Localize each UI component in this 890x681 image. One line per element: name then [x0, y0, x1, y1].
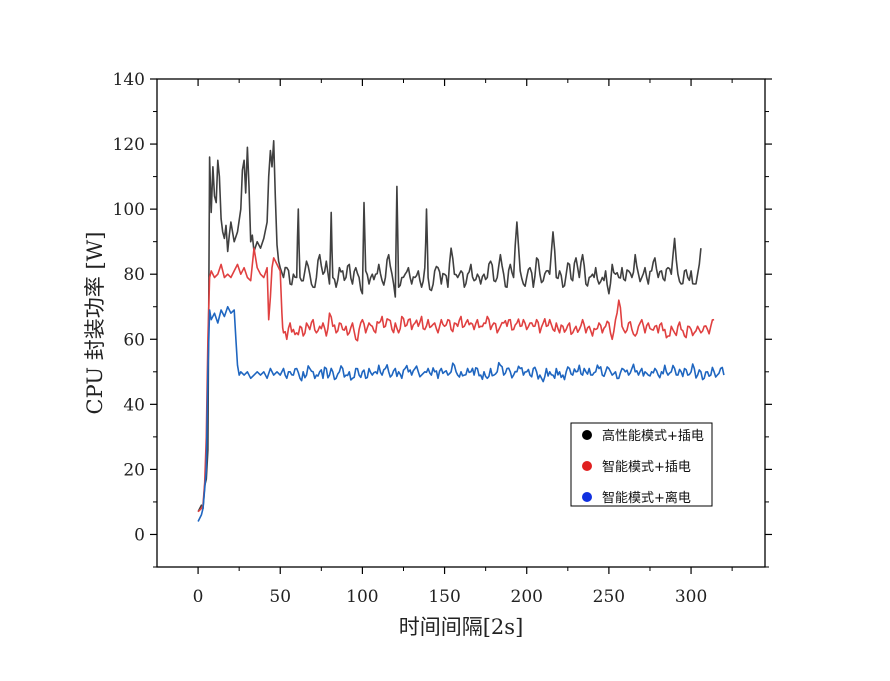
x-tick-label-200: 200 [511, 587, 543, 607]
y-tick-label-60: 60 [123, 330, 145, 350]
x-axis: 0 50 100 150 200 250 300 [193, 79, 733, 607]
legend-box [570, 422, 713, 507]
series-layer [197, 140, 725, 522]
x-tick-label-100: 100 [346, 587, 378, 607]
y-axis: 0 20 40 60 80 100 120 140 [113, 70, 772, 568]
y-tick-label-40: 40 [123, 395, 145, 415]
plot-frame [156, 78, 766, 568]
legend-marker-1 [582, 430, 592, 440]
x-tick-label-50: 50 [269, 587, 291, 607]
x-axis-label: 时间间隔[2s] [399, 615, 524, 639]
y-tick-label-20: 20 [123, 460, 145, 480]
y-tick-label-100: 100 [113, 200, 145, 220]
legend-label-2: 智能模式+插电 [602, 460, 691, 475]
series-line-1 [197, 140, 702, 513]
y-tick-label-80: 80 [123, 265, 145, 285]
x-tick-label-300: 300 [675, 587, 707, 607]
legend-marker-3 [582, 492, 592, 502]
x-tick-label-150: 150 [428, 587, 460, 607]
series-line-3 [197, 305, 725, 522]
y-tick-label-140: 140 [113, 70, 145, 90]
y-axis-label: CPU 封装功率 [W] [83, 232, 107, 415]
y-tick-label-0: 0 [134, 525, 145, 545]
legend-marker-2 [582, 461, 592, 471]
y-tick-label-120: 120 [113, 135, 145, 155]
legend-label-1: 高性能模式+插电 [602, 428, 704, 444]
series-line-2 [197, 247, 715, 513]
x-tick-label-250: 250 [593, 587, 625, 607]
x-tick-label-0: 0 [193, 587, 204, 607]
legend-label-3: 智能模式+离电 [602, 490, 691, 506]
